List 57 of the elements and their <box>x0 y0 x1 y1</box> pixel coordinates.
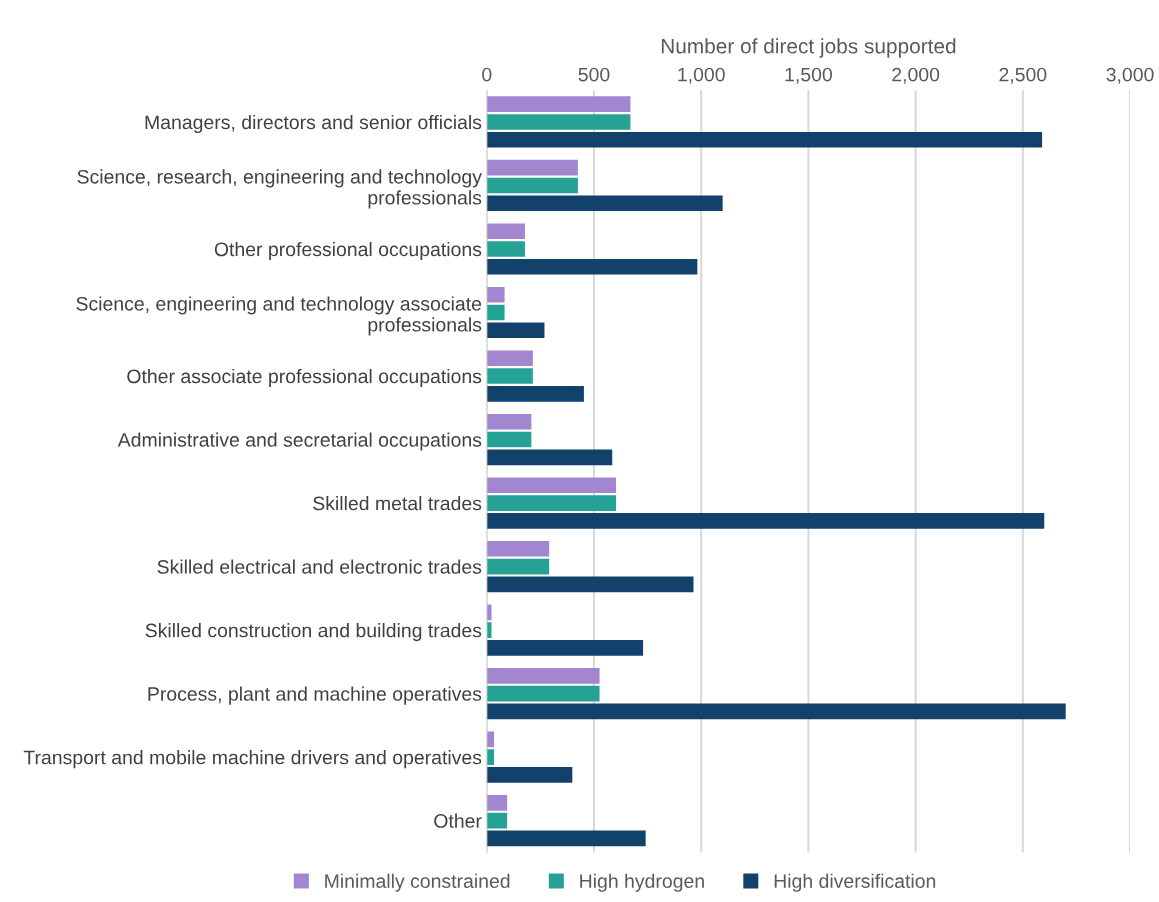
bar <box>486 540 550 557</box>
bar <box>486 195 723 212</box>
x-tick-label: 0 <box>482 67 492 82</box>
bar <box>486 96 631 112</box>
bar <box>486 159 578 176</box>
bar <box>486 413 532 430</box>
bar <box>486 322 545 339</box>
bar <box>486 449 613 466</box>
bar <box>486 685 600 702</box>
bar <box>486 731 495 748</box>
y-tick-label: Administrative and secretarial occupations <box>117 432 482 451</box>
legend-label: High diversification <box>774 873 936 892</box>
bar <box>486 513 1045 529</box>
bar <box>486 576 694 593</box>
bar <box>486 558 550 575</box>
bar <box>486 703 1066 720</box>
bar <box>486 241 525 257</box>
x-tick-label: 2,500 <box>999 67 1047 84</box>
y-tick-label: Science, research, engineering and technology professionals <box>77 169 482 209</box>
y-tick-label: Other associate professional occupations <box>127 368 482 388</box>
bar <box>486 477 617 494</box>
y-tick-label: Process, plant and machine operatives <box>148 686 482 705</box>
bar <box>486 350 533 367</box>
bar <box>486 258 698 275</box>
x-tick-label: 2,000 <box>892 67 940 84</box>
y-tick-label: Transport and mobile machine drivers and operatives <box>23 750 482 769</box>
bar <box>486 830 646 847</box>
bar <box>486 767 573 783</box>
legend-label: High hydrogen <box>580 873 704 892</box>
bar <box>486 177 578 194</box>
bar <box>486 114 631 130</box>
y-tick-label: Other <box>434 813 482 828</box>
y-tick-label: Science, engineering and technology associate professionals <box>76 296 482 336</box>
x-tick-label: 1,500 <box>785 67 832 84</box>
bar <box>486 495 617 511</box>
bar <box>486 223 525 240</box>
bar <box>486 795 508 811</box>
bar <box>486 812 508 829</box>
legend-label: Minimally constrained <box>325 873 510 892</box>
y-tick-label: Skilled construction and building trades <box>145 623 482 642</box>
y-tick-label: Other professional occupations <box>214 241 482 261</box>
y-tick-label: Skilled electrical and electronic trades <box>157 559 482 574</box>
bar <box>486 368 533 384</box>
bar <box>486 749 495 765</box>
bar <box>486 640 644 656</box>
bar <box>486 304 505 321</box>
x-tick-label: 3,000 <box>1106 67 1154 84</box>
y-tick-label: Skilled metal trades <box>313 496 482 511</box>
bar <box>486 667 600 684</box>
bar <box>486 131 1043 148</box>
bar <box>486 286 505 303</box>
x-axis-title: Number of direct jobs supported <box>661 38 956 58</box>
x-tick-label: 500 <box>578 67 610 82</box>
x-tick-label: 1,000 <box>678 67 725 84</box>
bar <box>486 385 584 402</box>
y-tick-label: Managers, directors and senior officials <box>145 114 482 134</box>
bar <box>486 431 532 448</box>
